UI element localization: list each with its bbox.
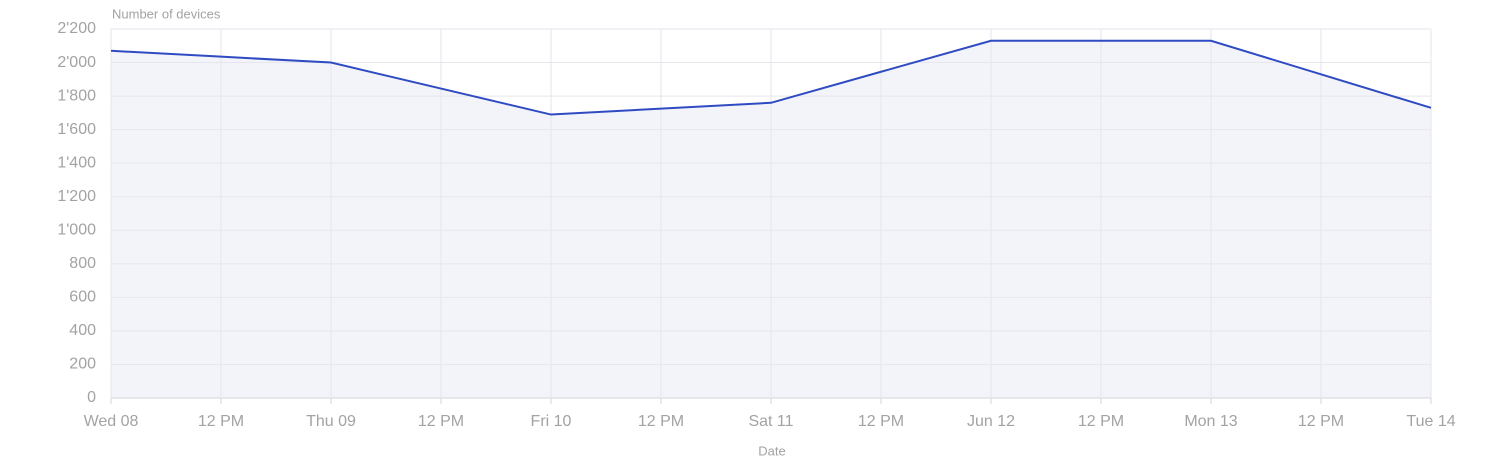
y-tick-label: 1'800	[57, 87, 96, 104]
x-tick-label: Sat 11	[748, 413, 793, 430]
y-axis-title: Number of devices	[112, 6, 221, 21]
x-tick-label: 12 PM	[418, 413, 464, 430]
line	[110, 39, 1432, 116]
y-tick-label: 600	[69, 289, 96, 306]
x-tick-label: Mon 13	[1184, 413, 1237, 430]
y-tick-label: 2'200	[57, 20, 96, 37]
y-tick-label: 1'200	[57, 188, 96, 205]
y-tick-label: 0	[87, 389, 96, 406]
x-tick-label: 12 PM	[638, 413, 684, 430]
x-tick-label: Tue 14	[1406, 413, 1455, 430]
x-tick-label: 12 PM	[198, 413, 244, 430]
y-tick-label: 1'000	[57, 221, 96, 238]
x-axis-title: Date	[758, 443, 785, 458]
y-tick-label: 400	[69, 322, 96, 339]
y-tick-label: 1'600	[57, 121, 96, 138]
y-tick-label: 200	[69, 356, 96, 373]
grid	[110, 28, 1432, 399]
y-tick-label: 1'400	[57, 154, 96, 171]
x-tick-label: Thu 09	[306, 413, 356, 430]
x-tick-label: Jun 12	[967, 413, 1015, 430]
x-tick-label: 12 PM	[1078, 413, 1124, 430]
x-tick-label: Wed 08	[84, 413, 139, 430]
x-tick-label: Fri 10	[531, 413, 572, 430]
x-tick-label: 12 PM	[858, 413, 904, 430]
y-tick-label: 800	[69, 255, 96, 272]
y-tick-label: 2'000	[57, 54, 96, 71]
x-tick-label: 12 PM	[1298, 413, 1344, 430]
